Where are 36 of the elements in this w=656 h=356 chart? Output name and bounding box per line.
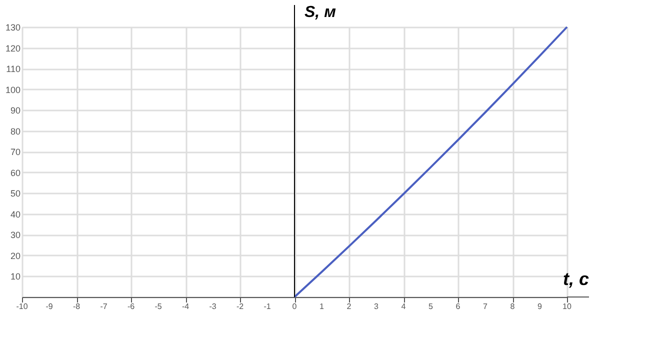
x-tick-label: -7: [100, 302, 108, 311]
x-tick-label: -8: [72, 302, 81, 311]
y-tick-label: 120: [5, 43, 20, 54]
x-tick-label: 9: [538, 302, 543, 311]
y-tick-label: 110: [6, 64, 20, 74]
x-tick-label: -10: [16, 302, 28, 311]
x-tick-label: 0: [292, 302, 298, 311]
x-tick-label: -9: [46, 302, 54, 311]
y-tick-label: 130: [5, 22, 20, 32]
x-tick-label: -6: [127, 302, 136, 311]
y-tick-label: 80: [10, 126, 20, 136]
x-tick-label: 4: [401, 302, 406, 311]
x-tick-label: -1: [264, 302, 272, 311]
x-tick-label: 6: [456, 302, 461, 311]
x-tick-label: 7: [483, 302, 488, 311]
y-tick-label: 50: [10, 188, 20, 199]
x-tick-label: 2: [346, 302, 352, 311]
y-tick-label: 70: [10, 147, 20, 158]
y-tick-label: 20: [10, 250, 20, 261]
x-tick-label: 8: [510, 302, 516, 311]
x-axis-title: t, с: [562, 269, 589, 289]
x-tick-label: 5: [428, 302, 434, 311]
x-tick-label: 3: [374, 302, 380, 311]
x-tick-label: 10: [562, 302, 572, 311]
x-tick-label: -5: [154, 302, 162, 311]
y-tick-label: 10: [10, 272, 20, 282]
x-tick-label: -3: [209, 302, 217, 311]
y-tick-label: 60: [10, 168, 20, 178]
x-tick-label: 1: [320, 302, 325, 311]
y-tick-label: 30: [10, 230, 20, 240]
x-tick-label: -4: [182, 302, 190, 311]
x-tick-label: -2: [236, 302, 244, 311]
y-tick-label: 40: [10, 209, 20, 220]
y-tick-label: 100: [5, 84, 20, 95]
y-tick-label: 90: [10, 106, 20, 116]
y-axis-title: S, м: [304, 4, 336, 21]
